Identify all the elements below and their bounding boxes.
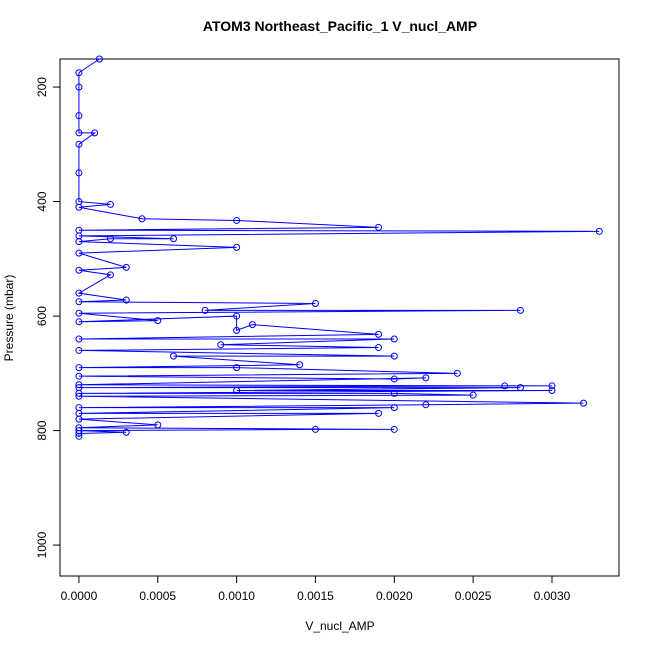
point xyxy=(75,169,83,177)
point xyxy=(201,306,209,314)
point xyxy=(75,415,83,423)
point xyxy=(95,55,103,63)
point xyxy=(375,344,383,352)
point xyxy=(390,389,398,397)
point xyxy=(75,249,83,257)
point xyxy=(75,392,83,400)
point xyxy=(390,425,398,433)
point xyxy=(75,364,83,372)
point xyxy=(296,361,304,369)
x-tick-label: 0.0000 xyxy=(61,589,98,603)
point xyxy=(75,389,83,397)
y-tick-label: 400 xyxy=(35,191,49,211)
y-tick-label: 200 xyxy=(35,77,49,97)
point xyxy=(469,391,477,399)
point xyxy=(122,296,130,304)
point xyxy=(548,386,556,394)
point xyxy=(548,382,556,390)
point xyxy=(75,432,83,440)
point xyxy=(75,266,83,274)
point xyxy=(75,238,83,246)
y-tick-label: 600 xyxy=(35,306,49,326)
point xyxy=(375,330,383,338)
point xyxy=(170,235,178,243)
point xyxy=(75,203,83,211)
point xyxy=(106,200,114,208)
point xyxy=(75,381,83,389)
y-tick-label: 800 xyxy=(35,420,49,440)
x-tick-label: 0.0025 xyxy=(455,589,492,603)
point xyxy=(516,384,524,392)
point xyxy=(122,428,130,436)
point xyxy=(106,235,114,243)
point xyxy=(390,352,398,360)
x-tick-label: 0.0030 xyxy=(534,589,571,603)
point xyxy=(580,399,588,407)
x-tick-label: 0.0020 xyxy=(376,589,413,603)
y-axis-label: Pressure (mbar) xyxy=(2,275,16,362)
point xyxy=(75,83,83,91)
point xyxy=(154,421,162,429)
point xyxy=(390,404,398,412)
point xyxy=(154,317,162,325)
point xyxy=(233,364,241,372)
point xyxy=(75,298,83,306)
point xyxy=(217,341,225,349)
series-line xyxy=(77,58,600,437)
point xyxy=(516,306,524,314)
point xyxy=(75,346,83,354)
chart-title: ATOM3 Northeast_Pacific_1 V_nucl_AMP xyxy=(203,18,477,34)
point xyxy=(75,289,83,297)
point xyxy=(122,263,130,271)
x-tick-label: 0.0015 xyxy=(297,589,334,603)
plot-frame xyxy=(59,58,620,577)
point xyxy=(422,401,430,409)
point xyxy=(91,129,99,137)
point xyxy=(422,374,430,382)
point xyxy=(248,321,256,329)
point xyxy=(390,375,398,383)
x-axis-label: V_nucl_AMP xyxy=(305,619,374,633)
point xyxy=(233,386,241,394)
point xyxy=(375,223,383,231)
point xyxy=(106,271,114,279)
point xyxy=(233,326,241,334)
point xyxy=(311,299,319,307)
point xyxy=(75,335,83,343)
point xyxy=(170,352,178,360)
point xyxy=(233,243,241,251)
point xyxy=(75,309,83,317)
y-tick-label: 1000 xyxy=(35,531,49,558)
point xyxy=(138,215,146,223)
point xyxy=(311,425,319,433)
point xyxy=(233,312,241,320)
point xyxy=(75,129,83,137)
x-tick-label: 0.0005 xyxy=(139,589,176,603)
point xyxy=(233,216,241,224)
point xyxy=(75,372,83,380)
point xyxy=(453,369,461,377)
point xyxy=(501,382,509,390)
point xyxy=(595,227,603,235)
point xyxy=(75,140,83,148)
point xyxy=(390,335,398,343)
point xyxy=(75,318,83,326)
point xyxy=(75,112,83,120)
point xyxy=(75,69,83,77)
x-tick-label: 0.0010 xyxy=(218,589,255,603)
point xyxy=(75,429,83,437)
point xyxy=(375,409,383,417)
